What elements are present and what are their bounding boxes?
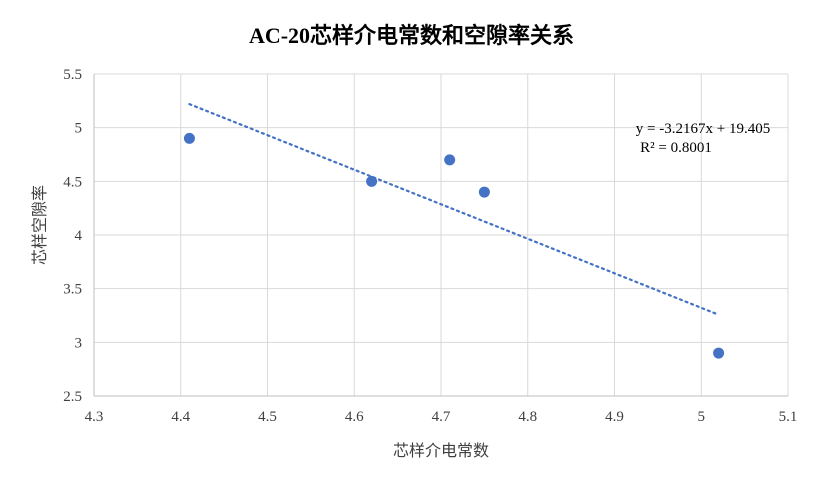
y-tick-label: 4.5: [63, 174, 82, 190]
data-point: [444, 154, 456, 166]
data-point: [478, 186, 490, 198]
y-tick-label: 5: [75, 121, 83, 137]
x-tick-label: 4.7: [432, 409, 451, 425]
trendline: [188, 103, 720, 316]
data-point: [183, 132, 195, 144]
x-tick-label: 5: [698, 409, 706, 425]
data-point: [366, 175, 378, 187]
trendline-equation: y = -3.2167x + 19.405: [636, 121, 770, 137]
x-tick-label: 5.1: [779, 409, 798, 425]
x-tick-label: 4.5: [258, 409, 277, 425]
y-tick-label: 3: [75, 335, 83, 351]
x-tick-label: 4.8: [518, 409, 537, 425]
chart-title: AC-20芯样介电常数和空隙率关系: [248, 23, 575, 48]
x-tick-label: 4.3: [85, 409, 104, 425]
y-axis-label: 芯样空隙率: [30, 185, 49, 265]
x-tick-label: 4.4: [171, 409, 190, 425]
x-axis-label: 芯样介电常数: [393, 441, 489, 460]
r-squared-label: R² = 0.8001: [640, 140, 712, 156]
x-tick-label: 4.9: [605, 409, 624, 425]
y-tick-label: 3.5: [63, 282, 82, 298]
y-tick-label: 5.5: [63, 67, 82, 83]
x-tick-label: 4.6: [345, 409, 364, 425]
data-point: [713, 347, 725, 359]
y-tick-label: 4: [75, 228, 83, 244]
y-tick-label: 2.5: [63, 389, 82, 405]
